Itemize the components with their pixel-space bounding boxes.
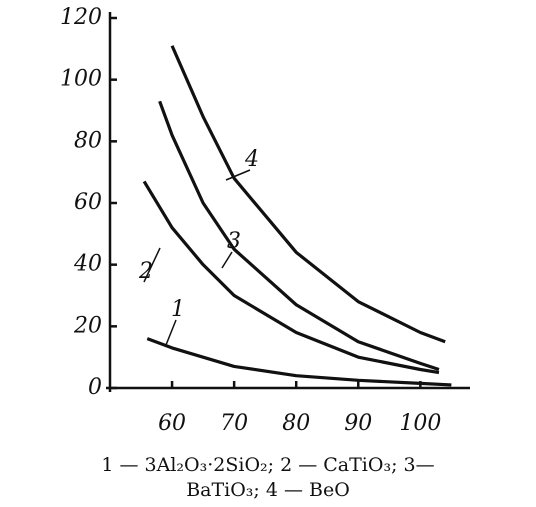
y-tick-label: 120 bbox=[60, 5, 102, 30]
series-label: 4 bbox=[244, 147, 259, 172]
curve bbox=[146, 337, 452, 387]
x-tick-label: 60 bbox=[158, 411, 186, 436]
caption-line: 1 — 3Al₂O₃·2SiO₂; 2 — CaTiO₃; 3— bbox=[101, 454, 434, 476]
y-tick-label: 60 bbox=[74, 190, 102, 215]
label-leader bbox=[225, 169, 251, 181]
x-tick-label: 70 bbox=[220, 411, 248, 436]
curve bbox=[170, 45, 446, 344]
series-label: 3 bbox=[227, 229, 241, 254]
series-label: 1 bbox=[171, 297, 185, 322]
caption-line: BaTiO₃; 4 — BeO bbox=[186, 479, 350, 501]
series-label: 2 bbox=[138, 259, 153, 284]
label-leader bbox=[165, 319, 177, 346]
y-tick-label: 40 bbox=[73, 252, 102, 277]
x-tick-label: 90 bbox=[344, 411, 372, 436]
label-leader bbox=[143, 247, 161, 283]
curve bbox=[158, 100, 440, 372]
y-tick-label: 100 bbox=[60, 67, 102, 92]
label-leader bbox=[221, 251, 233, 269]
y-tick-label: 80 bbox=[74, 128, 102, 153]
y-tick-label: 20 bbox=[73, 313, 102, 338]
y-tick-label: 0 bbox=[88, 375, 102, 400]
x-tick-label: 80 bbox=[282, 411, 310, 436]
curve bbox=[142, 180, 440, 375]
x-tick-label: 100 bbox=[399, 411, 441, 436]
